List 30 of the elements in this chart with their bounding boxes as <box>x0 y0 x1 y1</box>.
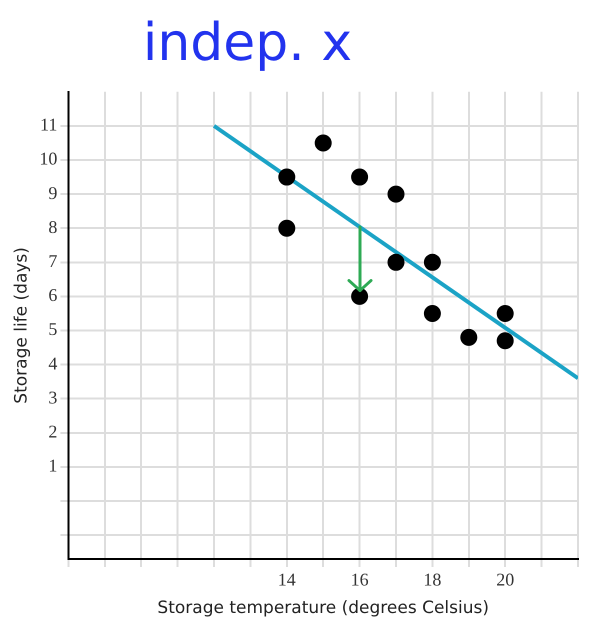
y-tick-label: 1 <box>48 456 58 476</box>
y-axis-title: Storage life (days) <box>12 247 32 404</box>
point <box>314 134 332 152</box>
point <box>278 168 296 186</box>
x-tick-label: 16 <box>350 570 369 590</box>
y-tick-label: 8 <box>48 216 58 237</box>
point <box>278 220 296 237</box>
point <box>424 254 441 271</box>
point <box>388 254 404 271</box>
y-tick-label: 10 <box>39 148 58 169</box>
y-tick-label: 2 <box>48 422 58 442</box>
x-tick-label: 18 <box>423 570 442 590</box>
y-tick-label: 7 <box>48 251 58 272</box>
y-tick-label: 9 <box>48 182 58 203</box>
x-axis-title: Storage temperature (degrees Celsius) <box>157 598 489 618</box>
point <box>388 186 404 203</box>
y-tick-label: 5 <box>48 319 58 340</box>
x-tick-label: 20 <box>496 570 514 590</box>
y-tick-label: 3 <box>48 387 58 408</box>
point <box>351 288 368 305</box>
y-tick-label: 6 <box>48 285 58 306</box>
point <box>496 332 514 350</box>
point <box>496 304 514 322</box>
x-tick-label: 14 <box>278 570 296 590</box>
point <box>351 168 368 186</box>
text: indep. x <box>142 13 352 73</box>
point <box>460 328 478 346</box>
y-tick-label: 11 <box>40 114 58 135</box>
point <box>424 304 441 322</box>
y-tick-label: 4 <box>48 353 58 374</box>
